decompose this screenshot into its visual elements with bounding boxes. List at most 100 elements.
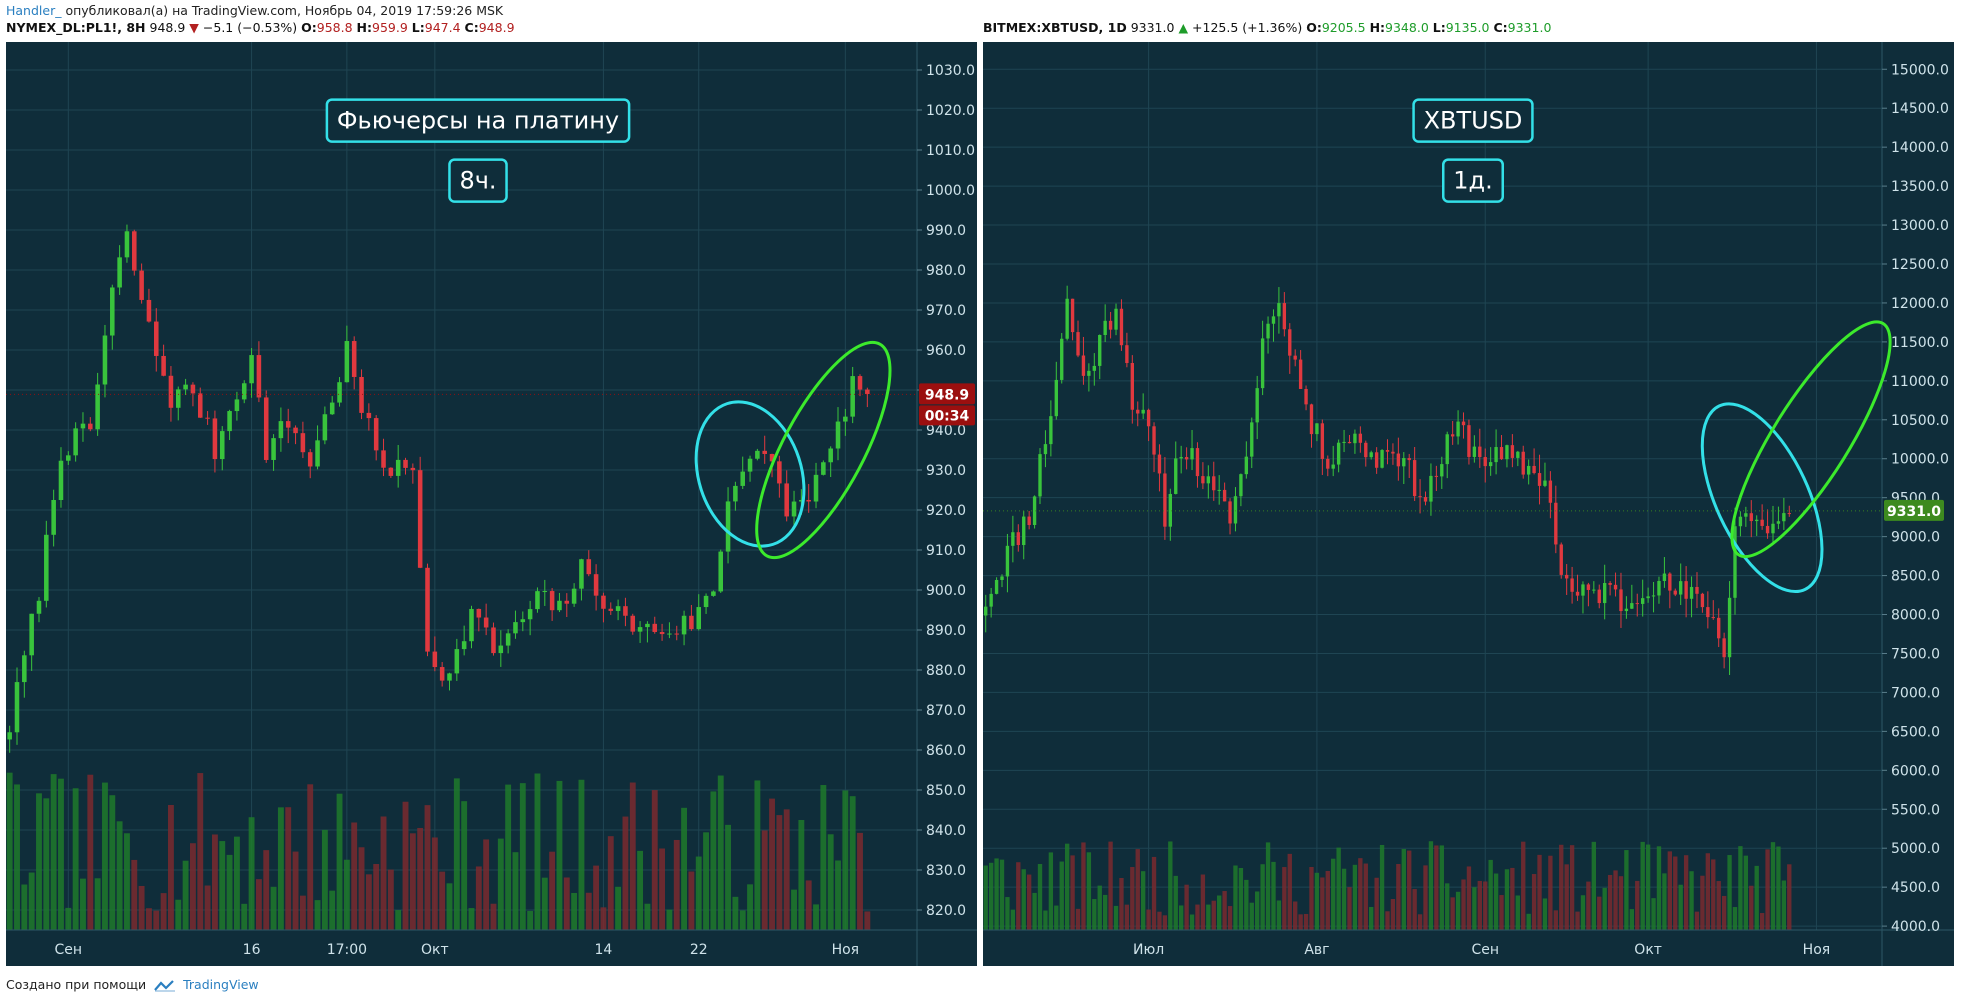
candle-body [1011,532,1015,546]
volume-bar [1026,874,1032,930]
candle-body [146,299,152,322]
y-tick-label: 840.0 [926,823,966,839]
volume-bar [270,886,277,930]
chart-panel-xbtusd[interactable]: 4000.0 4500.0 5000.0 5500.0 6000.0 6500.0 7000… [983,42,1954,966]
candle-body [1619,589,1623,612]
annotation-title-frame [1412,98,1534,143]
volume-bar [292,851,299,930]
volume-bar [541,877,548,930]
candle-body [1700,593,1705,608]
y-tick-label: 920.0 [926,503,966,519]
candle-body [1277,303,1281,317]
y-tick-label: 820.0 [926,903,966,919]
candle-body [1532,465,1536,474]
volume-bar [380,816,387,930]
candle-body [1575,591,1580,596]
candle-body [1266,323,1270,339]
candle-body [1635,603,1639,605]
chart-svg-platinum[interactable]: 820.0 830.0 840.0 850.0 860.0 870.0 880.0 890.0… [6,42,977,966]
volume-bar [1314,872,1320,930]
candle-body [1130,363,1134,410]
volume-bar [21,884,28,930]
candle-body [1461,421,1466,426]
candle-body [1168,493,1173,527]
y-tick-label: 900.0 [926,583,966,599]
legend-left-symbol[interactable]: NYMEX_DL:PL1!, 8H [6,20,146,35]
volume-bar [1064,843,1070,930]
volume-bar [197,773,204,930]
volume-bar [1113,905,1119,930]
candle-body [1679,581,1683,595]
annotation-timeframe-frame [448,158,508,203]
chart-svg-xbtusd[interactable]: 4000.0 4500.0 5000.0 5500.0 6000.0 6500.0 7000… [983,42,1954,966]
volume-bar [1347,887,1352,930]
candle-body [1005,545,1010,577]
candle-body [1445,434,1449,465]
legend-right-symbol[interactable]: BITMEX:XBTUSD, 1D [983,20,1127,35]
candle-body [322,414,328,441]
candle-body [1152,426,1156,455]
volume-bar [461,801,468,930]
volume-bar [417,827,424,930]
y-tick-label: 880.0 [926,663,966,679]
chart-panel-platinum[interactable]: 820.0 830.0 840.0 850.0 860.0 870.0 880.0 890.0… [6,42,977,966]
candle-body [1717,617,1721,639]
candle-body [395,459,401,476]
volume-bar [1043,910,1048,930]
candle-body [461,641,467,650]
candle-body [535,591,540,610]
candle-body [1771,523,1775,534]
volume-bar [849,796,856,930]
candle-body [1103,320,1107,336]
candle-body [1548,480,1553,503]
y-tick-label: 9000.0 [1891,530,1940,546]
candle-body [1271,316,1276,324]
ellipse-cyan [1700,402,1824,594]
candle-body [366,412,372,419]
volume-bar [1271,861,1276,930]
volume-bar [725,824,731,930]
down-triangle-icon: ▼ [189,20,199,35]
volume-bar [798,820,805,930]
volume-bar [761,830,768,930]
volume-bar [1472,887,1477,930]
volume-bar [600,907,607,930]
ellipse-cyan [694,400,806,548]
volume-bar [1624,850,1629,930]
volume-bar [1146,909,1151,930]
candle-body [755,450,760,459]
candle-body [1505,445,1509,460]
legend-right-change: +125.5 (+1.36%) [1192,20,1303,35]
volume-bar [1233,865,1238,930]
candle-body [1684,581,1688,599]
volume-bar [1227,906,1233,930]
volume-bar [578,779,585,930]
candle-body [1755,519,1759,522]
candle-body [1396,453,1401,467]
volume-bar [1635,880,1640,930]
candle-body [212,418,218,460]
volume-bar [241,903,248,930]
volume-bar [1537,854,1542,930]
candle-body [183,384,188,390]
volume-bar [1086,852,1092,930]
volume-bar [1553,910,1558,930]
author-link[interactable]: Handler_ [6,3,62,18]
candle-body [1510,445,1515,458]
candle-body [1641,598,1645,604]
volume-bar [999,859,1005,930]
volume-bar [1716,881,1721,930]
countdown-label: 00:34 [925,408,970,424]
volume-bar [124,833,130,930]
candle-body [425,567,430,652]
footer-brand-link[interactable]: TradingView [183,977,259,992]
volume-bar [153,910,160,930]
candle-body [190,384,196,394]
x-tick-label: Июл [1133,942,1164,958]
candle-body [1483,457,1487,467]
candle-body [1624,608,1629,612]
candle-body [1440,464,1444,477]
volume-bar [14,784,20,930]
candle-body [850,376,855,417]
volume-bar [233,836,240,930]
